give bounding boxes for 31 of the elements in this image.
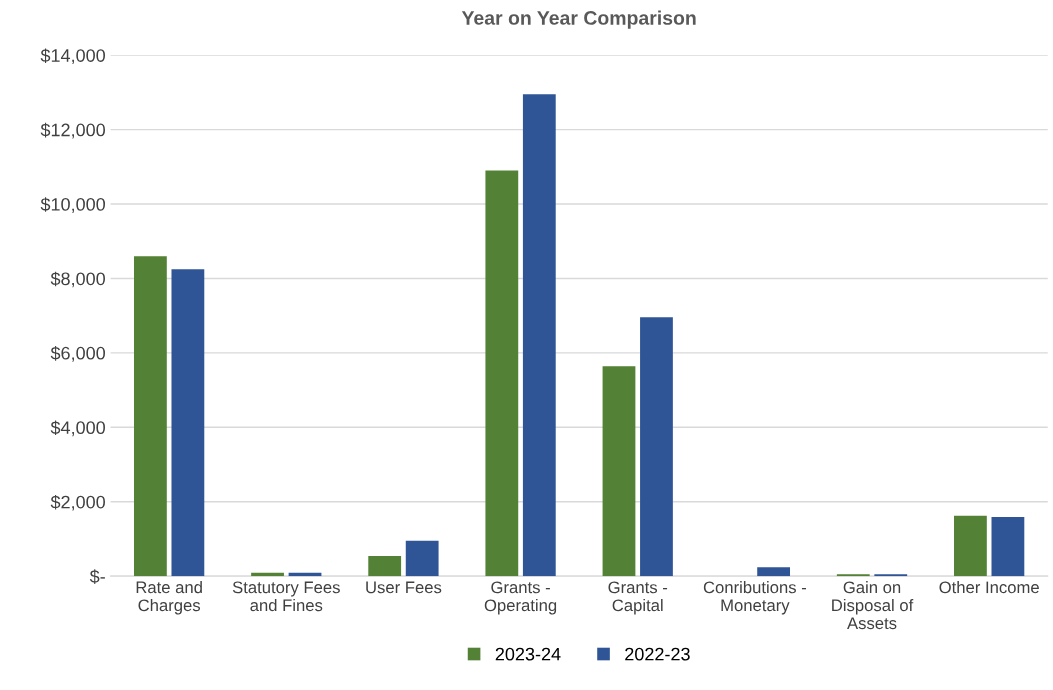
x-tick-label: Conributions - Monetary [703,581,807,615]
bar [522,94,556,577]
y-tick-label: $6,000 [50,346,105,362]
bar [954,515,987,577]
y-tick-label: $10,000 [40,197,105,213]
y-tick-label: $- [89,569,105,584]
bar [171,269,205,577]
bar [405,540,439,577]
bar [602,366,636,577]
y-tick-label: $2,000 [50,494,105,511]
y-tick-label: $4,000 [50,420,105,437]
x-tick-label: Statutory Fees and Fines [232,581,340,612]
x-tick-label: Grants - Capital [608,581,668,615]
x-tick-label: Gain on Disposal of Assets [832,581,914,630]
y-tick-label: $12,000 [40,122,105,139]
bar [757,567,791,577]
bar [368,556,402,577]
bar [251,572,284,577]
x-tick-label: Grants - Operating [484,581,557,615]
bar [991,516,1025,577]
x-tick-label: User Fees [366,581,442,594]
chart-title: Year on Year Comparison [461,10,696,29]
x-tick-label: Other Income [939,581,1039,594]
y-tick-label: $14,000 [40,48,105,65]
bar [485,170,519,577]
y-tick-label: $8,000 [50,271,105,288]
legend-label: 2023-24 [495,647,561,661]
bar [133,256,167,577]
legend-label: 2022-23 [625,647,690,661]
bar [640,317,673,577]
x-tick-label: Rate and Charges [136,581,202,615]
